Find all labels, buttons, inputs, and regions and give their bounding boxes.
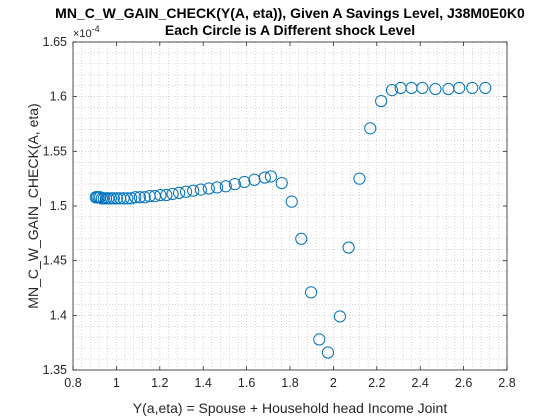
data-point xyxy=(110,192,123,205)
y-tick-label: 1.6 xyxy=(50,90,67,104)
data-point xyxy=(304,286,318,299)
x-tick-label: 1.2 xyxy=(151,376,168,390)
x-tick-label: 1.6 xyxy=(238,376,255,390)
x-tick-label: 2.2 xyxy=(368,376,385,390)
data-point xyxy=(187,184,200,197)
data-point xyxy=(133,191,146,204)
x-axis-label: Y(a,eta) = Spouse + Household head Incom… xyxy=(133,400,448,416)
data-point xyxy=(385,84,399,97)
data-point xyxy=(160,188,173,202)
y-axis-label: MN_C_W_GAIN_CHECK(A, eta) xyxy=(25,103,41,308)
x-tick-label: 2.6 xyxy=(455,376,472,390)
data-point xyxy=(364,122,377,135)
data-point xyxy=(194,183,207,196)
data-point xyxy=(138,191,151,204)
data-point xyxy=(104,192,118,205)
data-point xyxy=(342,241,355,254)
data-point xyxy=(121,192,134,205)
y-tick-label: 1.55 xyxy=(43,144,67,158)
data-point xyxy=(333,310,347,323)
data-point xyxy=(285,195,298,208)
data-point xyxy=(416,81,429,95)
data-point xyxy=(102,192,115,205)
grid xyxy=(72,41,508,371)
y-tick-label: 1.4 xyxy=(50,308,67,322)
data-point xyxy=(117,192,130,205)
data-point xyxy=(228,178,241,191)
data-point xyxy=(179,185,193,198)
y-tick-label: 1.45 xyxy=(43,254,67,268)
data-point xyxy=(295,232,308,245)
data-point xyxy=(313,333,326,346)
data-point xyxy=(202,182,215,195)
data-point xyxy=(479,81,492,95)
data-point xyxy=(353,172,366,185)
x-tick-label: 1 xyxy=(113,376,120,390)
ticks: 0.8 1 1.2 1.4 1.6 1.8 2 2.2 2.4 2.6 2.8 1.35 1.4 1.45… xyxy=(43,35,516,390)
x-tick-label: 2 xyxy=(330,376,337,390)
data-point xyxy=(210,181,224,194)
data-point xyxy=(466,81,479,95)
data-point xyxy=(129,191,142,204)
data-point xyxy=(125,192,138,205)
data-point xyxy=(321,346,335,359)
data-markers xyxy=(89,81,492,359)
data-point xyxy=(264,170,278,183)
y-tick-label: 1.5 xyxy=(50,199,67,213)
data-point xyxy=(154,188,167,202)
data-point xyxy=(166,187,179,201)
chart-title: MN_C_W_GAIN_CHECK(Y(A, eta)), Given A Sa… xyxy=(55,5,525,21)
data-point xyxy=(107,192,120,205)
y-tick-label: 1.65 xyxy=(43,35,67,49)
y-tick-label: 1.35 xyxy=(43,363,67,377)
data-point xyxy=(275,176,288,190)
data-point xyxy=(375,94,388,108)
y-exponent-label: ×10-4 xyxy=(73,24,100,40)
x-tick-label: 1.4 xyxy=(195,376,212,390)
data-point xyxy=(429,82,442,96)
data-point xyxy=(238,175,251,189)
x-tick-label: 0.8 xyxy=(64,376,81,390)
data-point xyxy=(219,180,232,193)
x-tick-label: 2.8 xyxy=(498,376,515,390)
data-point xyxy=(258,171,271,184)
x-tick-label: 2.4 xyxy=(412,376,429,390)
chart-subtitle: Each Circle is A Different shock Level xyxy=(165,22,415,38)
data-point xyxy=(173,186,186,199)
data-point xyxy=(453,81,466,95)
x-tick-label: 1.8 xyxy=(281,376,298,390)
